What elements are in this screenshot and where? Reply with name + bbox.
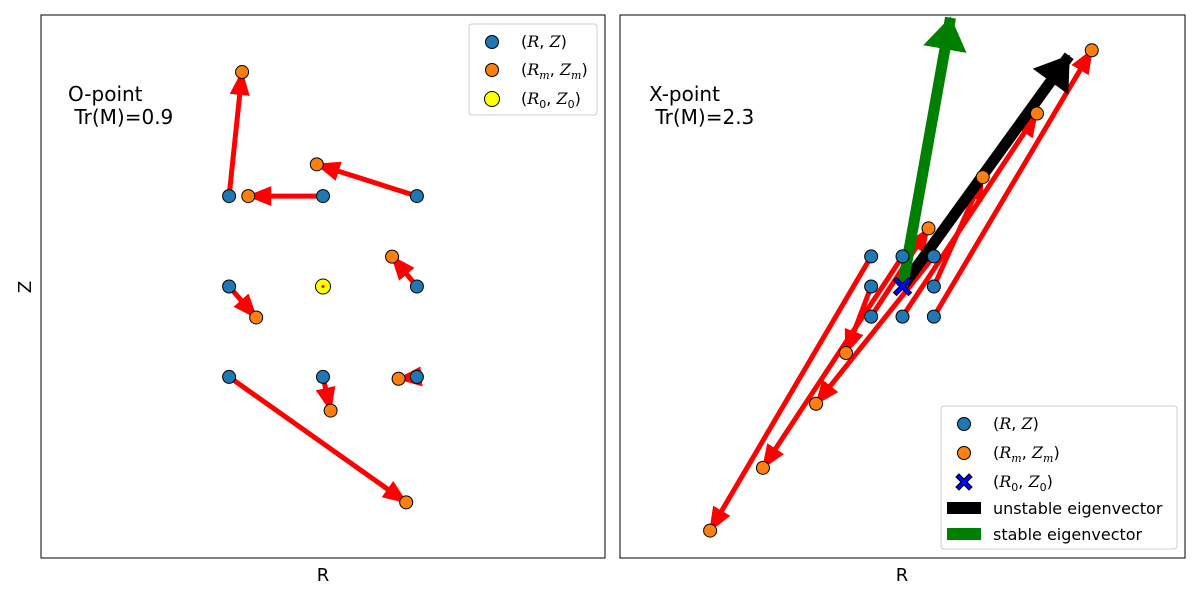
map-arrow	[227, 374, 408, 505]
mapped-point	[323, 403, 338, 418]
initial-point	[895, 249, 910, 264]
legend-marker-fixed-x	[955, 473, 973, 491]
mapped-point	[975, 170, 990, 185]
legend-patch-unstable	[947, 502, 981, 514]
initial-point	[864, 249, 879, 264]
mapped-point	[391, 371, 406, 386]
mapped-point	[1029, 106, 1044, 121]
legend-label-initial: (R, Z)	[521, 32, 567, 51]
stable-eigenvector-arrow	[897, 16, 967, 288]
fixed-point-x-marker	[892, 276, 913, 297]
mapped-point	[399, 495, 414, 510]
x-point-annotation-line2: Tr(M)=2.3	[649, 105, 754, 129]
map-arrow	[843, 285, 874, 355]
map-arrow	[900, 111, 1040, 319]
initial-point	[222, 189, 237, 204]
o-point-points	[222, 65, 424, 510]
o-point-annotation-line1: O-point	[68, 82, 143, 106]
initial-point	[926, 249, 941, 264]
x-point-annotation-line1: X-point	[649, 82, 720, 106]
x-point-points	[703, 43, 1099, 538]
mapped-point	[755, 460, 770, 475]
x-point-legend: (R, Z) (Rm, Zm) (R0, Z0) unstable eigenv…	[940, 405, 1178, 550]
map-arrow	[814, 254, 936, 406]
initial-point	[409, 369, 424, 384]
mapped-point	[839, 346, 853, 361]
legend-marker-initial	[485, 35, 499, 49]
o-point-x-axis-label: R	[317, 565, 330, 586]
initial-point	[409, 279, 424, 294]
mapped-point	[809, 396, 824, 411]
o-point-panel: O-point Tr(M)=0.9 R Z (R, Z) (Rm, Zm) (R…	[15, 14, 606, 586]
mapped-point	[235, 65, 250, 80]
mapped-point	[309, 157, 324, 172]
mapped-point	[921, 221, 936, 236]
initial-point	[316, 369, 330, 384]
legend-label-initial: (R, Z)	[993, 414, 1039, 433]
legend-label-unstable: unstable eigenvector	[993, 499, 1163, 518]
legend-label-fixed: (R0, Z0)	[521, 89, 581, 111]
legend-frame	[468, 23, 598, 116]
legend-marker-mapped	[485, 63, 499, 77]
fixed-point-center-dot	[321, 285, 325, 288]
map-arrow	[226, 70, 250, 197]
legend-frame	[940, 405, 1178, 550]
initial-point	[864, 309, 879, 324]
map-arrow	[314, 161, 418, 199]
initial-point	[222, 279, 237, 294]
legend-label-stable: stable eigenvector	[993, 525, 1143, 544]
map-arrow	[707, 255, 874, 533]
initial-point	[864, 279, 879, 294]
o-point-annotation-line2: Tr(M)=0.9	[68, 105, 173, 129]
mapped-point	[703, 523, 718, 538]
initial-point	[926, 309, 941, 324]
x-point-panel: X-point Tr(M)=2.3 R (R, Z) (Rm, Zm) (R0,…	[619, 14, 1186, 586]
x-point-x-axis-label: R	[896, 565, 909, 586]
legend-label-fixed: (R0, Z0)	[993, 472, 1053, 494]
map-arrow	[931, 48, 1094, 318]
initial-point	[222, 369, 237, 384]
mapped-point	[1084, 43, 1099, 58]
mapped-point	[249, 310, 264, 325]
map-arrow	[760, 254, 905, 470]
legend-marker-initial	[957, 417, 971, 431]
legend-marker-mapped	[957, 446, 971, 460]
mapped-point	[385, 249, 400, 264]
legend-patch-stable	[947, 528, 981, 540]
o-point-y-axis-label: Z	[15, 281, 36, 293]
initial-point	[409, 189, 424, 204]
initial-point	[895, 309, 910, 324]
mapped-point	[241, 189, 256, 204]
initial-point	[316, 189, 330, 204]
o-point-legend: (R, Z) (Rm, Zm) (R0, Z0)	[468, 23, 598, 116]
initial-point	[926, 279, 941, 294]
legend-marker-fixed	[484, 91, 500, 107]
